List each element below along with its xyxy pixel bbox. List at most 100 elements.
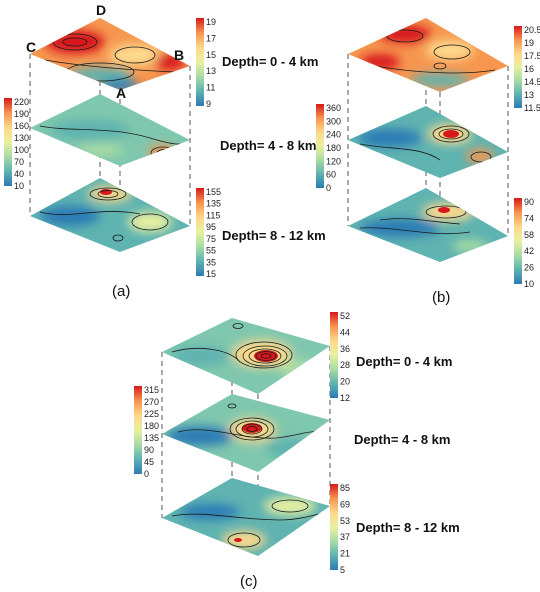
colorbar-tick-label: 360 xyxy=(326,103,341,113)
colorbar-tick-label: 19 xyxy=(206,17,216,27)
colorbar-tick-label: 40 xyxy=(14,169,24,179)
colorbar-tick-label: 12 xyxy=(340,393,350,403)
colorbar-tick-label: 120 xyxy=(326,156,341,166)
panel-c-colorbar-0-4km: 52 44 36 28 20 12 xyxy=(330,311,350,403)
colorbar-tick-label: 270 xyxy=(144,397,159,407)
colorbar-tick-labels: 85 69 53 37 21 5 xyxy=(340,483,350,575)
panel-a-layer-8-12km xyxy=(30,178,190,252)
depth-label: Depth= 4 - 8 km xyxy=(354,432,450,447)
colorbar-tick-label: 52 xyxy=(340,311,350,321)
colorbar-tick-label: 315 xyxy=(144,385,159,395)
colorbar-tick-labels: 90 74 58 42 26 10 xyxy=(524,197,534,289)
corner-label-a: A xyxy=(116,85,126,101)
colorbar-tick-labels: 315 270 225 180 135 90 45 0 xyxy=(144,385,159,479)
colorbar-tick-label: 100 xyxy=(14,145,29,155)
colorbar-tick-label: 42 xyxy=(524,246,534,256)
colorbar-tick-label: 58 xyxy=(524,230,534,240)
panel-a-colorbar-4-8km: 220 190 160 130 100 70 40 10 xyxy=(4,97,29,191)
depth-label: Depth= 4 - 8 km xyxy=(220,138,316,153)
colorbar-tick-label: 20.5 xyxy=(524,25,540,35)
colorbar-tick-labels: 52 44 36 28 20 12 xyxy=(340,311,350,403)
colorbar-tick-label: 130 xyxy=(14,133,29,143)
colorbar-tick-label: 11.5 xyxy=(524,103,540,113)
colorbar-tick-label: 135 xyxy=(206,199,221,209)
colorbar-tick-label: 115 xyxy=(206,210,220,220)
colorbar-tick-label: 20 xyxy=(340,377,350,387)
colorbar-tick-label: 21 xyxy=(340,549,350,559)
panel-b-layer-8-12km xyxy=(348,188,508,262)
colorbar-tick-label: 180 xyxy=(326,143,341,153)
panel-b-colorbar-4-8km: 360 300 240 180 120 60 0 xyxy=(316,103,341,193)
panel-c-colorbar-4-8km: 315 270 225 180 135 90 45 0 xyxy=(134,385,159,479)
corner-label-c: C xyxy=(26,39,36,55)
panel-c-layer-8-12km xyxy=(162,478,330,556)
colorbar-tick-label: 44 xyxy=(340,327,350,337)
colorbar-tick-label: 10 xyxy=(14,181,24,191)
colorbar-tick-label: 5 xyxy=(340,565,345,575)
panel-a-colorbar-0-4km: 19 17 15 13 11 9 xyxy=(196,17,216,109)
colorbar-tick-labels: 220 190 160 130 100 70 40 10 xyxy=(14,97,29,191)
colorbar-tick-label: 85 xyxy=(340,483,350,493)
panel-label: (b) xyxy=(432,289,450,306)
colorbar-tick-label: 300 xyxy=(326,116,341,126)
colorbar-tick-label: 28 xyxy=(340,360,350,370)
depth-label: Depth= 8 - 12 km xyxy=(222,228,326,243)
colorbar-tick-label: 15 xyxy=(206,50,216,60)
colorbar-tick-labels: 20.5 19 17.5 16 14.5 13 11.5 xyxy=(524,25,540,113)
colorbar-tick-label: 14.5 xyxy=(524,77,540,87)
panel-a: 19 17 15 13 11 9 220 190 160 130 100 70 40 10 155 135… xyxy=(4,2,326,300)
panel-a-layer-4-8km xyxy=(30,94,190,166)
panel-b-colorbar-8-12km: 90 74 58 42 26 10 xyxy=(514,197,534,289)
colorbar-tick-label: 11 xyxy=(206,83,215,93)
panel-c-layer-4-8km xyxy=(162,394,330,472)
colorbar-tick-label: 37 xyxy=(340,532,350,542)
panel-label: (c) xyxy=(240,573,258,590)
panel-label: (a) xyxy=(112,283,130,300)
panel-a-layer-0-4km xyxy=(30,18,190,90)
colorbar-tick-label: 155 xyxy=(206,187,221,197)
depth-label: Depth= 8 - 12 km xyxy=(356,520,460,535)
colorbar-tick-label: 160 xyxy=(14,121,29,131)
colorbar-tick-labels: 19 17 15 13 11 9 xyxy=(206,17,216,109)
colorbar-tick-label: 19 xyxy=(524,38,534,48)
corner-label-b: B xyxy=(174,47,184,63)
colorbar-tick-label: 70 xyxy=(14,157,24,167)
colorbar-tick-label: 45 xyxy=(144,457,154,467)
colorbar-tick-label: 15 xyxy=(206,269,216,279)
colorbar-tick-label: 53 xyxy=(340,516,350,526)
colorbar-tick-label: 69 xyxy=(340,499,350,509)
colorbar-tick-label: 0 xyxy=(326,183,331,193)
colorbar-tick-label: 75 xyxy=(206,234,216,244)
panel-b-layer-0-4km xyxy=(348,18,508,92)
colorbar-tick-label: 13 xyxy=(524,90,534,100)
colorbar-tick-label: 17.5 xyxy=(524,51,540,61)
panel-c-layer-0-4km xyxy=(162,318,330,394)
colorbar-tick-label: 60 xyxy=(326,170,336,180)
panel-b-layer-4-8km xyxy=(348,106,508,178)
colorbar-tick-label: 95 xyxy=(206,222,216,232)
colorbar-tick-label: 190 xyxy=(14,109,29,119)
corner-label-d: D xyxy=(96,2,106,18)
colorbar-tick-labels: 360 300 240 180 120 60 0 xyxy=(326,103,341,193)
panel-b-colorbar-0-4km: 20.5 19 17.5 16 14.5 13 11.5 xyxy=(514,25,540,113)
colorbar-tick-label: 10 xyxy=(524,279,534,289)
colorbar-tick-label: 220 xyxy=(14,97,29,107)
colorbar-tick-label: 55 xyxy=(206,246,216,256)
colorbar-tick-label: 225 xyxy=(144,409,159,419)
colorbar-tick-label: 17 xyxy=(206,33,216,43)
depth-label: Depth= 0 - 4 km xyxy=(356,354,452,369)
colorbar-tick-label: 26 xyxy=(524,263,534,273)
colorbar-tick-label: 16 xyxy=(524,64,534,74)
colorbar-tick-label: 0 xyxy=(144,469,149,479)
colorbar-tick-label: 9 xyxy=(206,99,211,109)
colorbar-tick-label: 90 xyxy=(524,197,534,207)
colorbar-tick-label: 13 xyxy=(206,66,216,76)
depth-label: Depth= 0 - 4 km xyxy=(222,54,318,69)
colorbar-tick-label: 90 xyxy=(144,445,154,455)
colorbar-tick-label: 35 xyxy=(206,257,216,267)
panel-c-colorbar-8-12km: 85 69 53 37 21 5 xyxy=(330,483,350,575)
